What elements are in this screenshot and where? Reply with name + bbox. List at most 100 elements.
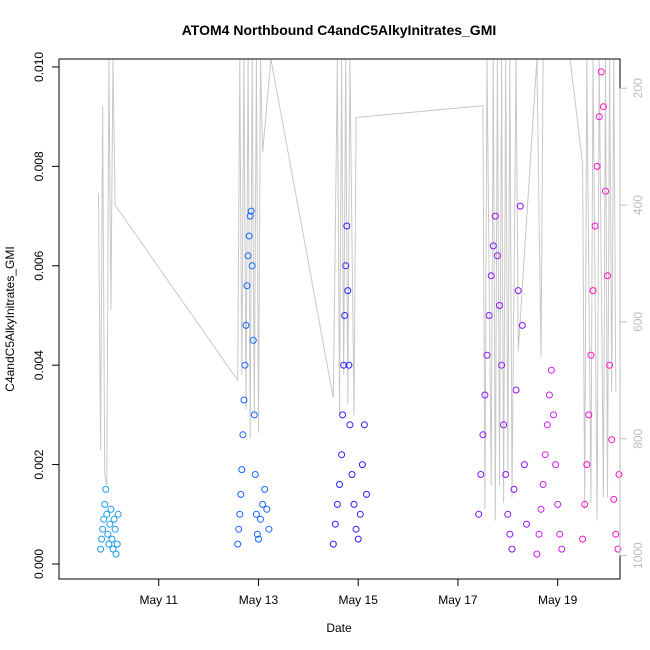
x-tick-label: May 19 xyxy=(538,593,578,607)
data-point xyxy=(358,461,366,469)
data-point xyxy=(520,461,528,469)
data-point xyxy=(331,520,339,528)
series-2 xyxy=(234,207,273,548)
data-point xyxy=(512,386,520,394)
data-point xyxy=(550,411,557,419)
data-point xyxy=(610,495,618,503)
y-tick-label: 0.002 xyxy=(32,449,46,479)
data-point xyxy=(246,212,254,220)
series-5 xyxy=(533,366,566,558)
data-point xyxy=(599,103,607,111)
data-point xyxy=(255,535,262,543)
data-point xyxy=(112,550,120,558)
data-point xyxy=(496,302,503,309)
y2-tick-label: 400 xyxy=(631,195,645,215)
data-point xyxy=(106,520,114,528)
data-point xyxy=(535,530,543,538)
data-point xyxy=(489,242,497,250)
data-point xyxy=(253,530,261,538)
data-point xyxy=(342,262,350,270)
data-point xyxy=(105,540,113,548)
data-point xyxy=(539,481,547,488)
data-point xyxy=(479,431,487,439)
data-point xyxy=(101,500,109,508)
data-point xyxy=(100,515,108,523)
data-point xyxy=(585,411,593,419)
data-point xyxy=(249,336,257,344)
y-tick-label: 0.004 xyxy=(32,350,46,380)
data-point xyxy=(504,510,512,518)
data-point xyxy=(558,545,566,553)
data-point xyxy=(556,530,564,538)
data-point xyxy=(110,515,118,523)
data-point xyxy=(339,411,347,419)
data-point xyxy=(345,361,353,369)
data-point xyxy=(245,232,253,240)
data-point xyxy=(602,187,609,195)
data-point xyxy=(523,520,530,528)
series-4 xyxy=(475,202,530,553)
data-point xyxy=(248,262,256,270)
data-point xyxy=(343,222,351,230)
data-point xyxy=(107,505,115,513)
data-point xyxy=(481,391,489,399)
y-tick-label: 0.010 xyxy=(32,52,46,82)
data-point xyxy=(475,510,483,518)
data-point xyxy=(250,411,258,419)
data-point xyxy=(541,451,549,459)
data-point xyxy=(518,321,526,329)
data-point xyxy=(579,535,587,543)
data-point xyxy=(604,272,611,280)
data-point xyxy=(348,471,356,478)
data-point xyxy=(537,505,545,513)
y2-tick-label: 600 xyxy=(631,312,645,332)
data-point xyxy=(595,113,603,121)
data-point xyxy=(243,282,251,290)
data-point xyxy=(346,421,354,429)
data-point xyxy=(614,545,622,553)
x-axis-label: Date xyxy=(326,621,352,635)
data-point xyxy=(104,530,112,538)
chart-title: ATOM4 Northbound C4andC5AlkyInitrates_GM… xyxy=(182,22,497,38)
data-point xyxy=(234,540,242,548)
data-point xyxy=(485,312,493,319)
data-point xyxy=(242,321,250,329)
data-point xyxy=(113,540,121,548)
data-point xyxy=(257,515,264,523)
data-point xyxy=(608,436,616,444)
data-point xyxy=(109,545,117,553)
data-point xyxy=(251,471,259,478)
data-point xyxy=(498,361,506,369)
data-point xyxy=(238,466,246,474)
data-point xyxy=(514,287,522,295)
series-3 xyxy=(329,222,370,548)
data-point xyxy=(491,212,499,220)
data-point xyxy=(336,481,343,488)
data-point xyxy=(259,500,267,508)
data-point xyxy=(240,396,248,404)
data-point xyxy=(360,421,368,429)
data-point xyxy=(333,500,341,508)
data-point xyxy=(547,366,555,374)
data-point xyxy=(102,485,110,493)
y-tick-label: 0.008 xyxy=(32,151,46,181)
data-point xyxy=(356,510,364,518)
data-point xyxy=(97,545,105,553)
data-point xyxy=(114,510,122,518)
y-tick-label: 0.006 xyxy=(32,250,46,280)
x-tick-label: May 17 xyxy=(438,593,478,607)
data-point xyxy=(543,421,551,429)
data-point xyxy=(263,505,271,513)
data-point xyxy=(612,530,620,538)
data-point xyxy=(261,485,269,493)
data-point xyxy=(477,471,485,478)
data-point xyxy=(239,431,247,439)
data-point xyxy=(350,500,358,508)
data-point xyxy=(516,202,524,210)
data-point xyxy=(340,361,348,369)
data-point xyxy=(354,535,362,543)
data-point xyxy=(500,421,508,429)
data-point xyxy=(606,361,614,369)
